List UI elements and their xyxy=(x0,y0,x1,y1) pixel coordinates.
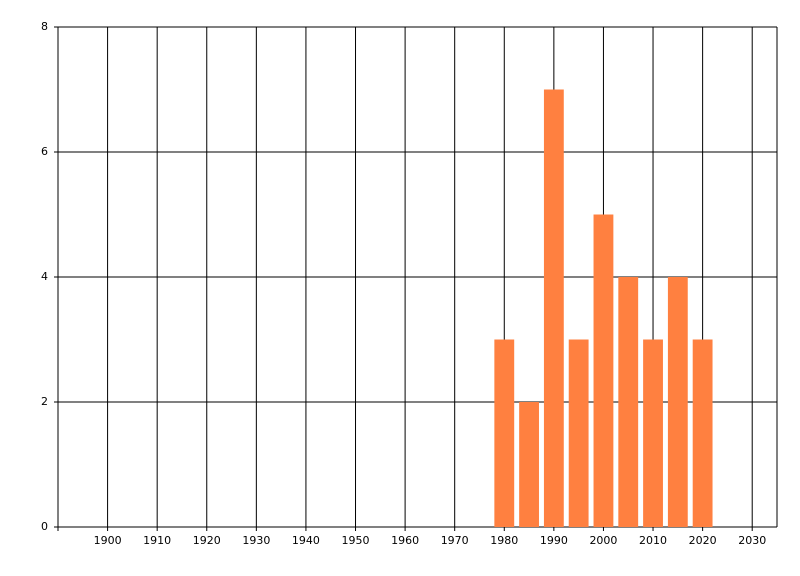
x-tick-label: 1960 xyxy=(391,534,419,547)
bar xyxy=(494,339,515,527)
bar xyxy=(519,402,539,527)
bar xyxy=(568,339,589,527)
x-tick-label: 1940 xyxy=(292,534,320,547)
bar xyxy=(643,339,663,527)
y-tick-label: 6 xyxy=(41,145,48,158)
x-tick-label: 1950 xyxy=(342,534,370,547)
bar xyxy=(593,214,614,527)
bar xyxy=(667,277,688,527)
x-tick-label: 1930 xyxy=(242,534,270,547)
x-tick-label: 1970 xyxy=(441,534,469,547)
bar xyxy=(692,339,713,527)
y-tick-label: 2 xyxy=(41,395,48,408)
x-tick-label: 2020 xyxy=(689,534,717,547)
x-tick-label: 2000 xyxy=(589,534,617,547)
x-tick-label: 2030 xyxy=(738,534,766,547)
x-tick-label: 1920 xyxy=(193,534,221,547)
y-tick-label: 8 xyxy=(41,20,48,33)
x-tick-label: 1900 xyxy=(94,534,122,547)
bar xyxy=(543,89,564,527)
y-tick-label: 0 xyxy=(41,520,48,533)
x-tick-label: 1990 xyxy=(540,534,568,547)
x-tick-label: 1980 xyxy=(490,534,518,547)
x-tick-label: 1910 xyxy=(143,534,171,547)
y-tick-label: 4 xyxy=(41,270,48,283)
bar xyxy=(618,277,639,527)
x-tick-label: 2010 xyxy=(639,534,667,547)
